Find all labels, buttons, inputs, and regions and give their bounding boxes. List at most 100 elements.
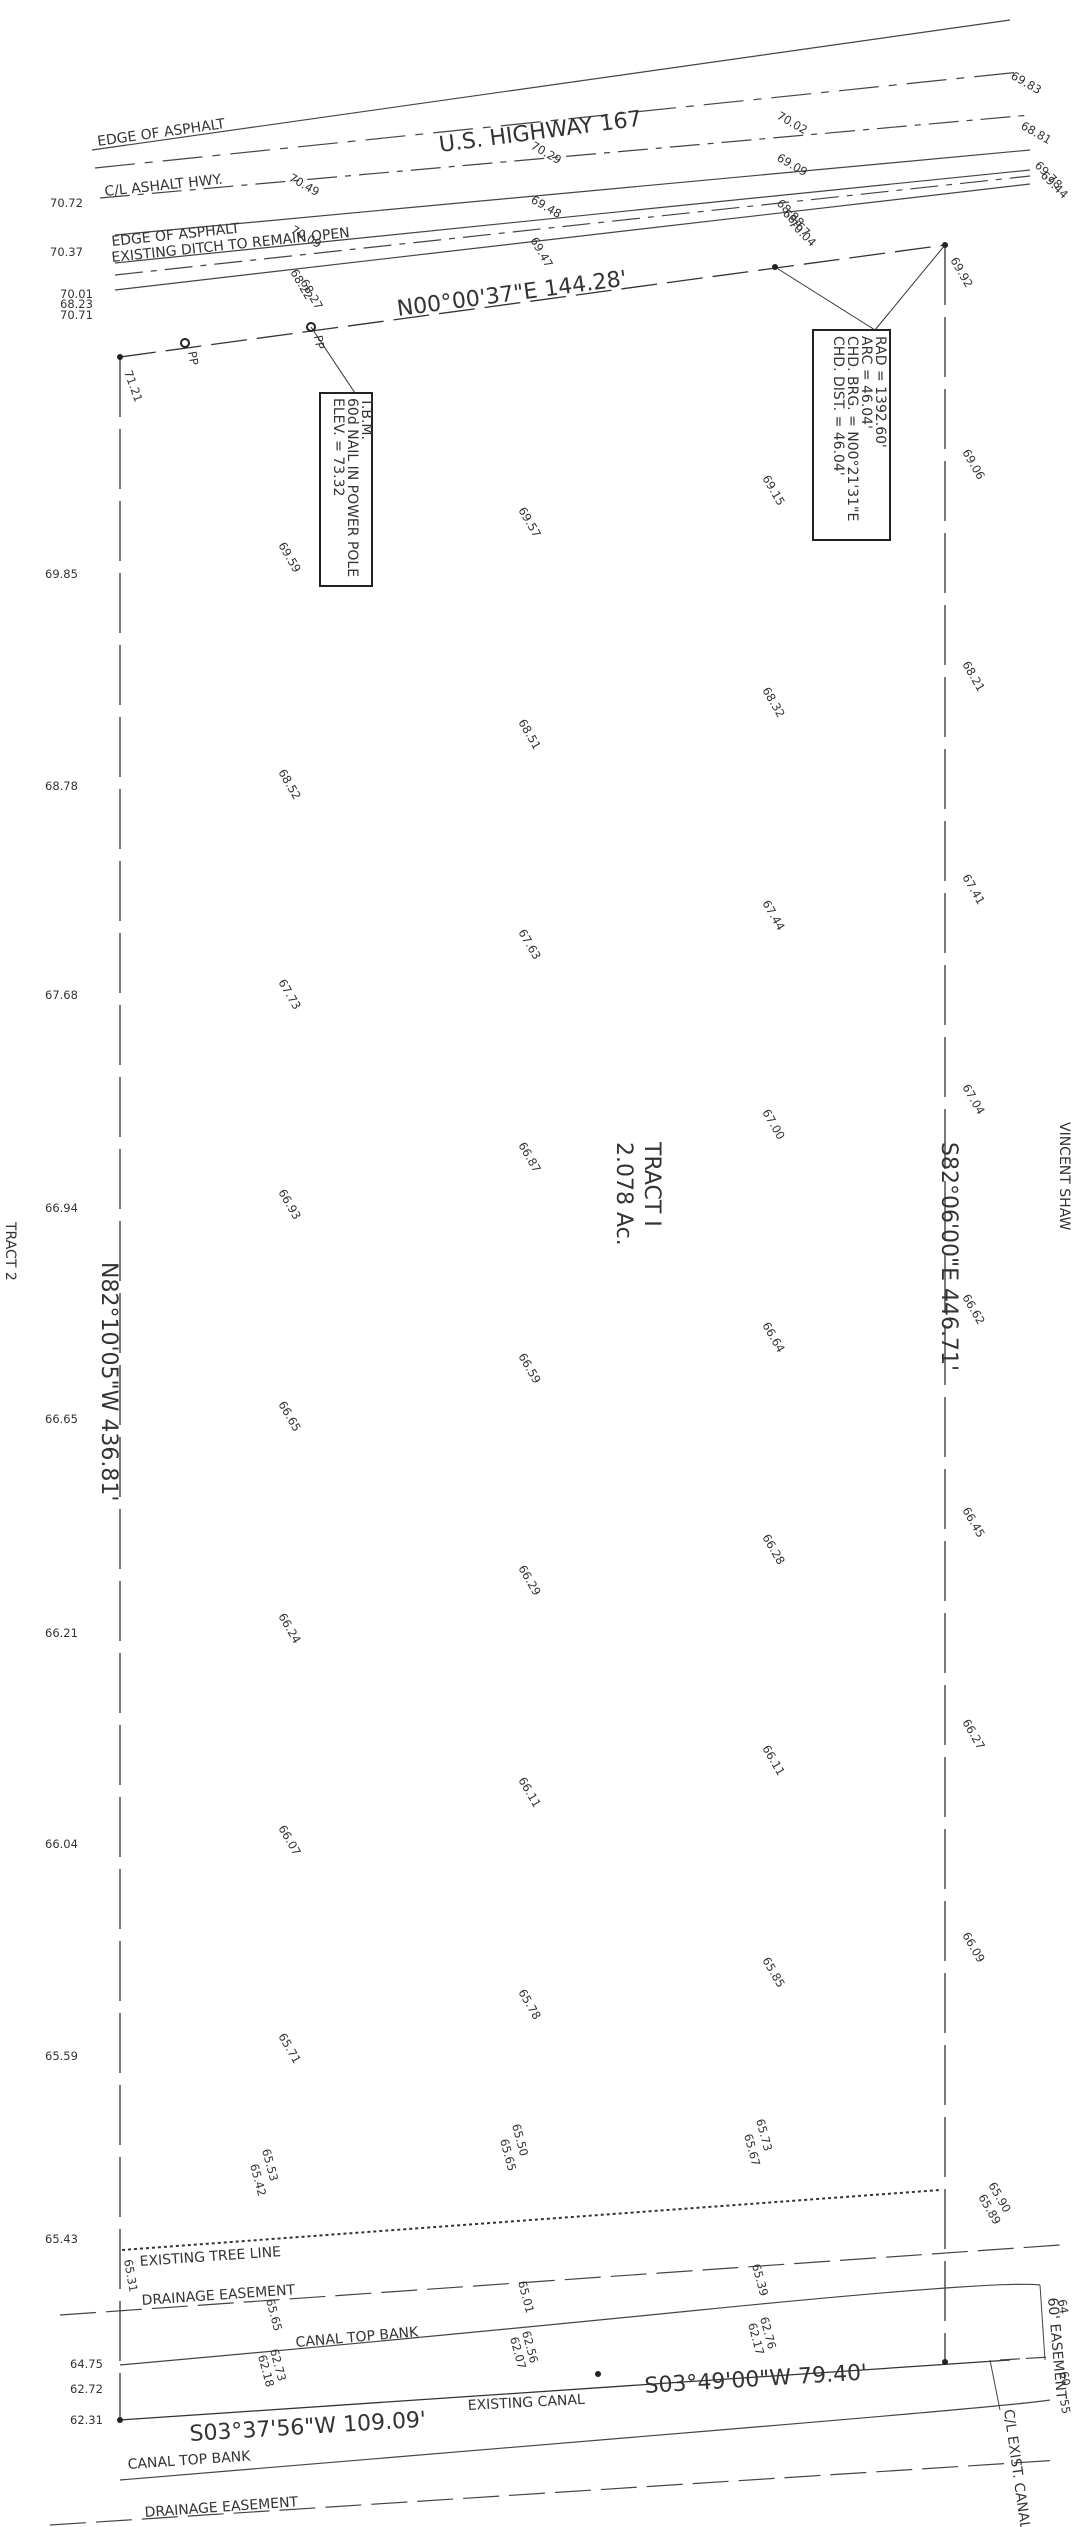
- curve-leader-1: [774, 266, 876, 331]
- west-bearing-label: N82°10'05"W 436.81': [96, 1262, 121, 1501]
- drainage-easement-line-north: [59, 2244, 1061, 2316]
- grid-elevations: 69.59 69.57 69.15 69.06 68.52 68.51 68.3…: [275, 447, 988, 2067]
- top-road-line: [91, 19, 1011, 151]
- grid-elev: 67.04: [959, 1082, 988, 1118]
- cl-canal-label: C/L EXIST. CANAL: [1000, 2408, 1033, 2527]
- west-elev: 66.65: [45, 1412, 78, 1426]
- grid-elev: 66.07: [275, 1823, 304, 1859]
- curve-line-3: CHD. BRG. = N00°21'31"E: [844, 336, 860, 521]
- grid-elev: 66.27: [959, 1717, 988, 1753]
- curve-text: RAD = 1392.60' ARC = 46.04' CHD. BRG. = …: [830, 336, 888, 521]
- corner-nw: [117, 354, 123, 360]
- south-mid-point: [595, 2371, 601, 2377]
- grid-elev: 66.93: [275, 1187, 304, 1223]
- easement-leader: [1039, 2284, 1046, 2361]
- west-elev: 67.68: [45, 988, 78, 1002]
- bank-elev: 65.65: [263, 2297, 285, 2332]
- west-elev: 68.78: [45, 779, 78, 793]
- grid-elev: 66.62: [959, 1292, 988, 1328]
- pp-label-2: PP: [311, 334, 327, 350]
- canal-centerline-right: [999, 2356, 1051, 2361]
- tbm-leader: [310, 326, 356, 394]
- road-elev: 70.49: [287, 170, 323, 199]
- north-boundary-line: [119, 244, 946, 358]
- bank-elev: 65.01: [515, 2279, 537, 2314]
- grid-elev: 65.78: [515, 1987, 544, 2023]
- existing-tree-line: [121, 2189, 941, 2251]
- grid-elev: 65.71: [275, 2031, 304, 2067]
- road-elev: 69.48: [529, 192, 565, 221]
- road-elev: 69.09: [775, 150, 811, 179]
- grid-elev: 66.64: [759, 1320, 788, 1356]
- west-elevations: 70.72 70.37 70.01 68.23 70.71 69.85 68.7…: [45, 196, 103, 2427]
- corner-se: [942, 2359, 948, 2365]
- ditch-line-2: [114, 175, 1031, 276]
- west-elev: 69.85: [45, 567, 78, 581]
- vincent-shaw-label: VINCENT SHAW: [1056, 1122, 1072, 1231]
- tract-name: TRACT I: [639, 1141, 664, 1227]
- grid-elev: 69.57: [515, 505, 544, 541]
- grid-elev: 67.73: [275, 977, 304, 1013]
- pp-label-1: PP: [185, 350, 201, 366]
- west-elev: 65.43: [45, 2232, 78, 2246]
- canal-top-bank-north: [119, 2283, 1041, 2366]
- power-pole-2: [306, 322, 316, 332]
- curve-line-1: RAD = 1392.60': [872, 336, 888, 448]
- tbm-line-3: ELEV. = 73.32: [330, 398, 346, 496]
- grid-elev: 65.85: [759, 1955, 788, 1991]
- grid-elev: 67.44: [759, 898, 788, 934]
- west-elev: 70.01: [60, 287, 93, 301]
- grid-elev: 66.87: [515, 1140, 544, 1176]
- grid-elev: 67.63: [515, 927, 544, 963]
- west-elev: 62.72: [70, 2382, 103, 2396]
- grid-elev: 66.24: [275, 1611, 304, 1647]
- road-elev: 70.02: [775, 108, 811, 137]
- grid-elev: 68.32: [759, 685, 788, 721]
- grid-elev: 66.45: [959, 1505, 988, 1541]
- west-elev: 64.75: [70, 2357, 103, 2371]
- canal-top-bank-label-1: CANAL TOP BANK: [295, 2324, 420, 2351]
- bank-elev: 65.31: [121, 2258, 141, 2293]
- canal-top-bank-label-2: CANAL TOP BANK: [127, 2448, 252, 2473]
- tract-area: 2.078 Ac.: [611, 1142, 636, 1246]
- bank-elev: 60: [1057, 2370, 1073, 2387]
- corner-sw: [117, 2417, 123, 2423]
- ditch-line-1: [114, 169, 1031, 264]
- cl-asphalt-label: C/L ASHALT HWY.: [104, 172, 224, 200]
- south-bearing-label-2: S03°49'00"W 79.40': [644, 2360, 868, 2399]
- bank-elev: 55: [1057, 2398, 1073, 2415]
- edge-asphalt-line-north: [94, 71, 1021, 169]
- existing-canal-label: EXISTING CANAL: [467, 2392, 585, 2414]
- north-bearing-label: N00°00'37"E 144.28': [395, 267, 628, 322]
- grid-elev: 69.15: [759, 473, 788, 509]
- west-elev: 68.23: [60, 297, 93, 311]
- west-elev: 66.94: [45, 1201, 78, 1215]
- south-boundary-line: [119, 2359, 1011, 2421]
- road-elev: 71.21: [121, 368, 145, 404]
- bank-elev: 64: [1055, 2298, 1071, 2315]
- curve-leader-2: [874, 244, 946, 331]
- tbm-line-2: 60d NAIL IN POWER POLE: [344, 398, 360, 577]
- tbm-box: [319, 392, 373, 587]
- ditch-line-3: [114, 183, 1031, 291]
- drainage-easement-line-south: [49, 2459, 1061, 2526]
- west-elev: 66.04: [45, 1837, 78, 1851]
- grid-elev: 69.59: [275, 540, 304, 576]
- west-elev: 66.21: [45, 1626, 78, 1640]
- bank-elevations: 65.53 65.42 65.50 65.65 65.73 65.67 65.9…: [121, 2117, 1073, 2415]
- west-elev: 70.72: [50, 196, 83, 210]
- grid-elev: 68.21: [959, 659, 988, 695]
- grid-elev: 67.00: [759, 1107, 788, 1143]
- edge-asphalt-line-south: [114, 149, 1031, 236]
- east-bearing-label: S82°06'00"E 446.71': [936, 1142, 961, 1371]
- grid-elev: 67.41: [959, 872, 988, 908]
- tbm-text: T.B.M. 60d NAIL IN POWER POLE ELEV. = 73…: [330, 397, 374, 577]
- tbm-line-1: T.B.M.: [358, 397, 374, 440]
- west-elev: 65.59: [45, 2049, 78, 2063]
- grid-elev: 68.51: [515, 717, 544, 753]
- grid-elev: 66.59: [515, 1351, 544, 1387]
- drainage-easement-label-2: DRAINAGE EASEMENT: [144, 2494, 299, 2521]
- curve-data-box: [812, 329, 891, 541]
- canal-top-bank-south: [119, 2399, 1051, 2481]
